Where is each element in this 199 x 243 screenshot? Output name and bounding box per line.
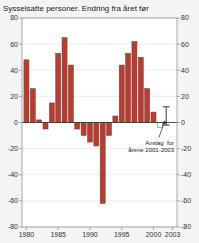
grid-line (22, 70, 177, 71)
y2-tick (177, 200, 180, 201)
y2-tick (177, 18, 180, 19)
y-tick (19, 148, 22, 149)
x-tick-label: 1985 (50, 231, 66, 238)
grid-line (22, 200, 177, 201)
y-tick-label: 20 (10, 93, 18, 100)
y-tick-label: -60 (8, 197, 18, 204)
y2-tick-label: -80 (181, 223, 191, 230)
y-tick (19, 70, 22, 71)
grid-line (22, 96, 177, 97)
bar (30, 89, 35, 123)
annotation-line: Anslag for (145, 140, 174, 146)
y2-tick-label: -60 (181, 197, 191, 204)
y2-tick (177, 70, 180, 71)
bar (49, 103, 54, 123)
y-tick (19, 174, 22, 175)
bar (87, 123, 92, 143)
y-tick (19, 200, 22, 201)
plot-frame (22, 18, 177, 227)
bar (68, 65, 73, 122)
annotation: Anslag forårene 2001-2003 (128, 140, 174, 153)
bar (43, 123, 48, 130)
x-tick (58, 227, 59, 230)
x-tick (89, 227, 90, 230)
error-bar-stem (166, 107, 167, 125)
y2-tick-label: 0 (181, 119, 185, 126)
chart: Sysselsatte personer. Endring fra året f… (0, 0, 199, 243)
bar (151, 112, 156, 122)
y2-tick (177, 227, 180, 228)
y2-tick-label: 40 (181, 67, 189, 74)
y2-tick-label: 80 (181, 14, 189, 21)
y-tick-label: -20 (8, 145, 18, 152)
y2-tick (177, 174, 180, 175)
bar (81, 123, 86, 136)
y-tick-label: -40 (8, 171, 18, 178)
bar (132, 42, 137, 123)
x-tick (121, 227, 122, 230)
bar (62, 38, 67, 123)
bar (75, 123, 80, 130)
y2-tick (177, 96, 180, 97)
bar (113, 116, 118, 123)
error-bar (163, 107, 170, 125)
zero-line (22, 122, 177, 123)
y-tick (19, 122, 22, 123)
bars (24, 38, 175, 204)
y2-tick-label: -40 (181, 171, 191, 178)
x-tick (153, 227, 154, 230)
x-tick-label: 2003 (165, 231, 181, 238)
x-tick (26, 227, 27, 230)
bar (145, 89, 150, 123)
error-bar-cap (163, 106, 170, 107)
y-tick (19, 18, 22, 19)
y2-tick (177, 122, 180, 123)
title: Sysselsatte personer. Endring fra året f… (3, 4, 149, 13)
grid-line (22, 44, 177, 45)
x-tick-label: 1980 (19, 231, 35, 238)
grid-line (22, 174, 177, 175)
x-tick-label: 1995 (114, 231, 130, 238)
bar (24, 60, 29, 123)
x-tick-label: 2000 (146, 231, 162, 238)
bar (106, 123, 111, 136)
y2-tick-label: -20 (181, 145, 191, 152)
y2-tick-label: 60 (181, 41, 189, 48)
y-tick-label: -80 (8, 223, 18, 230)
y2-tick (177, 148, 180, 149)
y-tick-label: 60 (10, 41, 18, 48)
bar (56, 53, 61, 122)
y2-tick (177, 44, 180, 45)
bar (94, 123, 99, 147)
plot-area (22, 18, 177, 227)
bar (119, 65, 124, 122)
y-tick-label: 80 (10, 14, 18, 21)
background (0, 0, 199, 243)
bar (157, 123, 162, 128)
bar (126, 53, 131, 122)
annotation-line: årene 2001-2003 (128, 147, 174, 153)
y-tick (19, 96, 22, 97)
y2-tick-label: 20 (181, 93, 189, 100)
y-tick (19, 227, 22, 228)
y-tick (19, 44, 22, 45)
bar (100, 123, 105, 204)
y-tick-label: 40 (10, 67, 18, 74)
x-tick-label: 1990 (82, 231, 98, 238)
annotation-arrow (159, 121, 165, 138)
bar (138, 57, 143, 122)
bar (37, 120, 42, 123)
grid-line (22, 122, 177, 123)
y-tick-label: 0 (14, 119, 18, 126)
x-tick (172, 227, 173, 230)
